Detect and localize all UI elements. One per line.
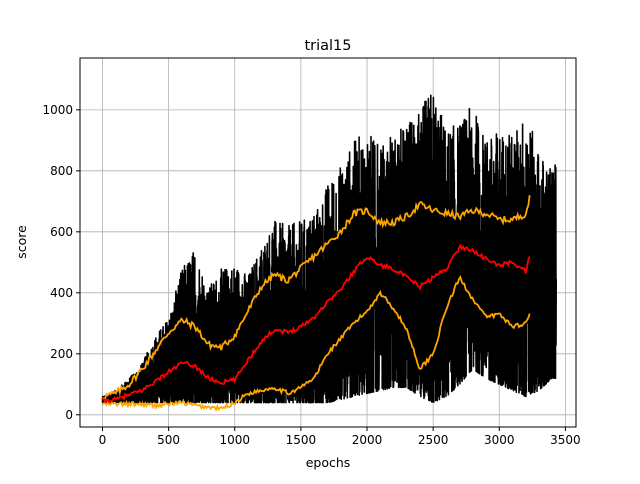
x-tick-label: 2500 [418, 433, 449, 447]
y-tick-label: 1000 [42, 103, 73, 117]
y-axis-ticks: 0 200 400 600 800 1000 [42, 103, 80, 422]
x-axis-ticks: 0 500 1000 1500 2000 2500 3000 3500 [99, 427, 581, 447]
upper-band-line [102, 194, 531, 400]
band-series-layer [101, 194, 531, 413]
mean-series-layer [101, 243, 531, 404]
y-tick-label: 600 [50, 225, 73, 239]
y-tick-label: 200 [50, 347, 73, 361]
plot-area-frame [79, 57, 577, 428]
x-axis-label: epochs [306, 455, 351, 470]
chart-title: trial15 [304, 38, 351, 54]
x-tick-label: 3000 [484, 433, 515, 447]
y-tick-label: 400 [50, 286, 73, 300]
x-tick-label: 500 [157, 433, 180, 447]
x-tick-label: 0 [99, 433, 107, 447]
x-tick-label: 3500 [550, 433, 581, 447]
x-tick-label: 1000 [219, 433, 250, 447]
x-tick-label: 1500 [286, 433, 317, 447]
y-tick-label: 800 [50, 164, 73, 178]
mean-score-line [101, 243, 531, 404]
y-tick-label: 0 [65, 408, 73, 422]
y-axis-label: score [14, 225, 29, 259]
x-tick-label: 2000 [352, 433, 383, 447]
lower-band-line [101, 275, 531, 413]
